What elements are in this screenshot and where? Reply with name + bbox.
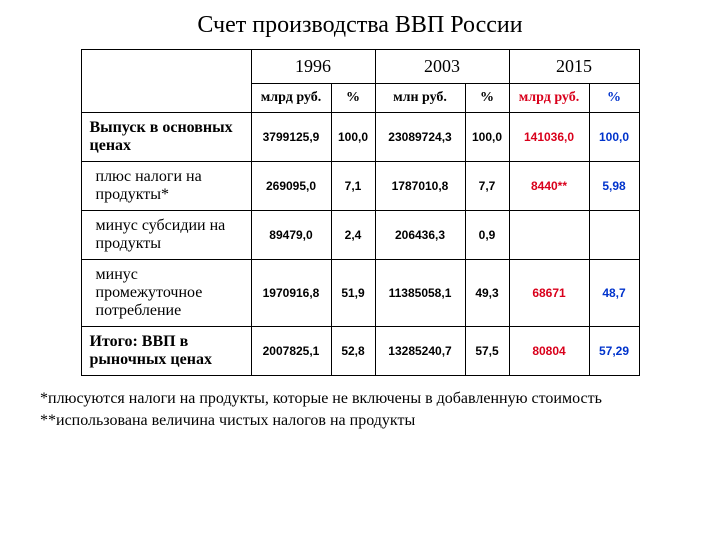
cell: 68671 [509,260,589,327]
cell: 23089724,3 [375,113,465,162]
sub-amt-1996: млрд руб. [251,84,331,113]
cell: 57,5 [465,327,509,376]
cell: 100,0 [331,113,375,162]
sub-amt-2015: млрд руб. [509,84,589,113]
sub-pct-2015: % [589,84,639,113]
table-row: Выпуск в основных ценах 3799125,9 100,0 … [81,113,639,162]
cell: 8440** [509,162,589,211]
table-row: плюс налоги на продукты* 269095,0 7,1 17… [81,162,639,211]
page-title: Счет производства ВВП России [40,12,680,39]
sub-pct-2003: % [465,84,509,113]
cell: 49,3 [465,260,509,327]
cell: 3799125,9 [251,113,331,162]
table-row: Итого: ВВП в рыночных ценах 2007825,1 52… [81,327,639,376]
cell: 1787010,8 [375,162,465,211]
table-row: минус промежуточное потребление 1970916,… [81,260,639,327]
cell: 11385058,1 [375,260,465,327]
row-label-output: Выпуск в основных ценах [81,113,251,162]
year-1996: 1996 [251,50,375,84]
footnotes: *плюсуются налоги на продукты, которые н… [40,390,680,430]
cell: 13285240,7 [375,327,465,376]
cell: 80804 [509,327,589,376]
year-2015: 2015 [509,50,639,84]
cell: 7,1 [331,162,375,211]
cell: 1970916,8 [251,260,331,327]
cell: 2,4 [331,211,375,260]
footnote-2: **использована величина чистых налогов н… [40,412,680,430]
year-row: 1996 2003 2015 [81,50,639,84]
cell: 100,0 [465,113,509,162]
table-container: 1996 2003 2015 млрд руб. % млн руб. % мл… [40,49,680,376]
row-label-taxes: плюс налоги на продукты* [81,162,251,211]
cell: 48,7 [589,260,639,327]
cell: 7,7 [465,162,509,211]
cell: 206436,3 [375,211,465,260]
footnote-1: *плюсуются налоги на продукты, которые н… [40,390,680,408]
cell: 5,98 [589,162,639,211]
cell: 57,29 [589,327,639,376]
row-label-subsidies: минус субсидии на продукты [81,211,251,260]
cell: 100,0 [589,113,639,162]
cell: 269095,0 [251,162,331,211]
cell [589,211,639,260]
sub-pct-1996: % [331,84,375,113]
cell: 0,9 [465,211,509,260]
sub-amt-2003: млн руб. [375,84,465,113]
cell: 2007825,1 [251,327,331,376]
row-label-total: Итого: ВВП в рыночных ценах [81,327,251,376]
cell: 52,8 [331,327,375,376]
empty-corner [81,50,251,113]
cell: 89479,0 [251,211,331,260]
cell: 141036,0 [509,113,589,162]
cell [509,211,589,260]
year-2003: 2003 [375,50,509,84]
row-label-intermediate: минус промежуточное потребление [81,260,251,327]
table-row: минус субсидии на продукты 89479,0 2,4 2… [81,211,639,260]
cell: 51,9 [331,260,375,327]
gdp-table: 1996 2003 2015 млрд руб. % млн руб. % мл… [81,49,640,376]
